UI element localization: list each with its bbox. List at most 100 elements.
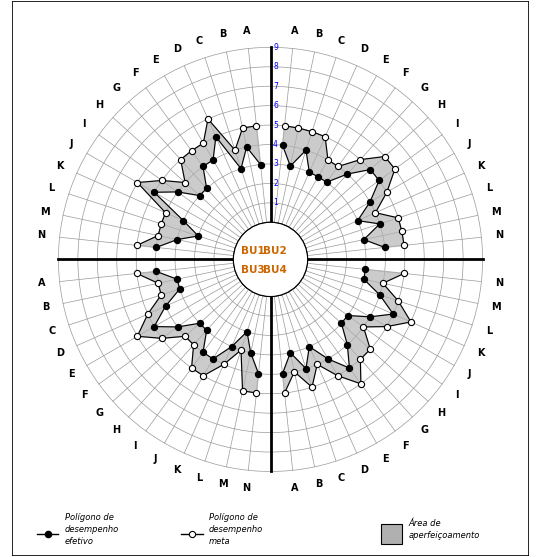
- Point: [173, 188, 182, 197]
- Text: B: B: [315, 480, 322, 490]
- Point: [380, 243, 389, 252]
- Point: [236, 346, 245, 355]
- Point: [150, 188, 159, 197]
- Point: [202, 326, 211, 335]
- Text: 5: 5: [273, 121, 278, 130]
- Text: B: B: [315, 30, 322, 40]
- Point: [157, 290, 166, 299]
- Text: 4: 4: [273, 140, 278, 149]
- Point: [133, 332, 142, 341]
- Text: J: J: [154, 454, 157, 463]
- Text: N: N: [38, 231, 46, 241]
- Circle shape: [233, 222, 308, 296]
- Point: [246, 348, 255, 357]
- Point: [322, 178, 331, 187]
- Text: 2: 2: [273, 179, 278, 188]
- Point: [394, 296, 403, 305]
- Text: G: G: [420, 84, 428, 94]
- Point: [308, 127, 316, 136]
- Point: [356, 355, 365, 364]
- Text: I: I: [455, 119, 458, 129]
- Point: [157, 219, 166, 228]
- Point: [188, 530, 196, 539]
- Point: [199, 348, 207, 357]
- Point: [187, 364, 196, 373]
- Point: [382, 322, 391, 331]
- Text: K: K: [57, 161, 64, 171]
- Point: [278, 369, 287, 378]
- Point: [187, 146, 196, 155]
- Point: [324, 354, 332, 363]
- Point: [382, 188, 391, 197]
- Text: BU2: BU2: [263, 246, 287, 256]
- Point: [366, 312, 374, 321]
- Text: K: K: [173, 465, 181, 475]
- Point: [150, 322, 159, 331]
- Text: B: B: [42, 302, 49, 312]
- Point: [344, 311, 352, 320]
- Point: [343, 340, 352, 349]
- Text: Área de
aperfeiçoamento: Área de aperfeiçoamento: [408, 519, 480, 540]
- Point: [280, 121, 289, 130]
- Point: [220, 360, 228, 369]
- Point: [389, 310, 398, 319]
- Text: D: D: [360, 465, 368, 475]
- Point: [209, 354, 217, 363]
- Text: L: L: [486, 183, 492, 193]
- Text: C: C: [48, 325, 55, 335]
- Text: A: A: [291, 483, 298, 494]
- Point: [212, 132, 220, 141]
- Point: [43, 530, 52, 539]
- Text: BU4: BU4: [263, 266, 287, 276]
- Point: [375, 290, 384, 299]
- Point: [157, 334, 166, 343]
- Point: [152, 243, 161, 252]
- Text: L: L: [486, 325, 492, 335]
- Text: H: H: [438, 408, 446, 418]
- Point: [379, 279, 387, 288]
- Point: [278, 141, 287, 150]
- Text: A: A: [38, 278, 45, 289]
- Text: I: I: [455, 390, 458, 400]
- Text: Polígono de
desempenho
efetivo: Polígono de desempenho efetivo: [65, 514, 119, 546]
- Text: G: G: [420, 426, 428, 436]
- Point: [161, 302, 170, 311]
- Point: [194, 232, 202, 241]
- Text: E: E: [152, 55, 159, 65]
- Text: M: M: [491, 207, 500, 217]
- Text: A: A: [243, 26, 250, 36]
- Point: [294, 124, 303, 133]
- Text: 6: 6: [273, 101, 278, 110]
- Text: H: H: [438, 100, 446, 110]
- Text: 9: 9: [273, 43, 278, 52]
- Point: [302, 364, 311, 373]
- Text: G: G: [96, 408, 103, 418]
- Point: [175, 285, 184, 294]
- Point: [227, 342, 236, 351]
- Point: [380, 152, 389, 161]
- Point: [176, 155, 185, 164]
- Text: H: H: [113, 426, 121, 436]
- Point: [202, 184, 211, 193]
- Point: [199, 162, 207, 171]
- Point: [152, 267, 161, 276]
- Point: [173, 235, 181, 244]
- Text: 1: 1: [273, 198, 278, 207]
- Text: C: C: [338, 36, 345, 46]
- Point: [391, 164, 399, 173]
- Point: [230, 146, 239, 155]
- Point: [161, 208, 170, 217]
- Text: D: D: [56, 348, 64, 358]
- Point: [236, 164, 245, 173]
- Text: E: E: [382, 55, 389, 65]
- Point: [313, 360, 321, 369]
- Text: M: M: [41, 207, 50, 217]
- Text: A: A: [291, 26, 298, 36]
- Point: [308, 383, 316, 392]
- Text: I: I: [134, 441, 137, 451]
- Polygon shape: [137, 271, 259, 393]
- Polygon shape: [137, 119, 261, 247]
- Point: [361, 265, 370, 274]
- Point: [181, 332, 189, 341]
- Point: [238, 387, 247, 395]
